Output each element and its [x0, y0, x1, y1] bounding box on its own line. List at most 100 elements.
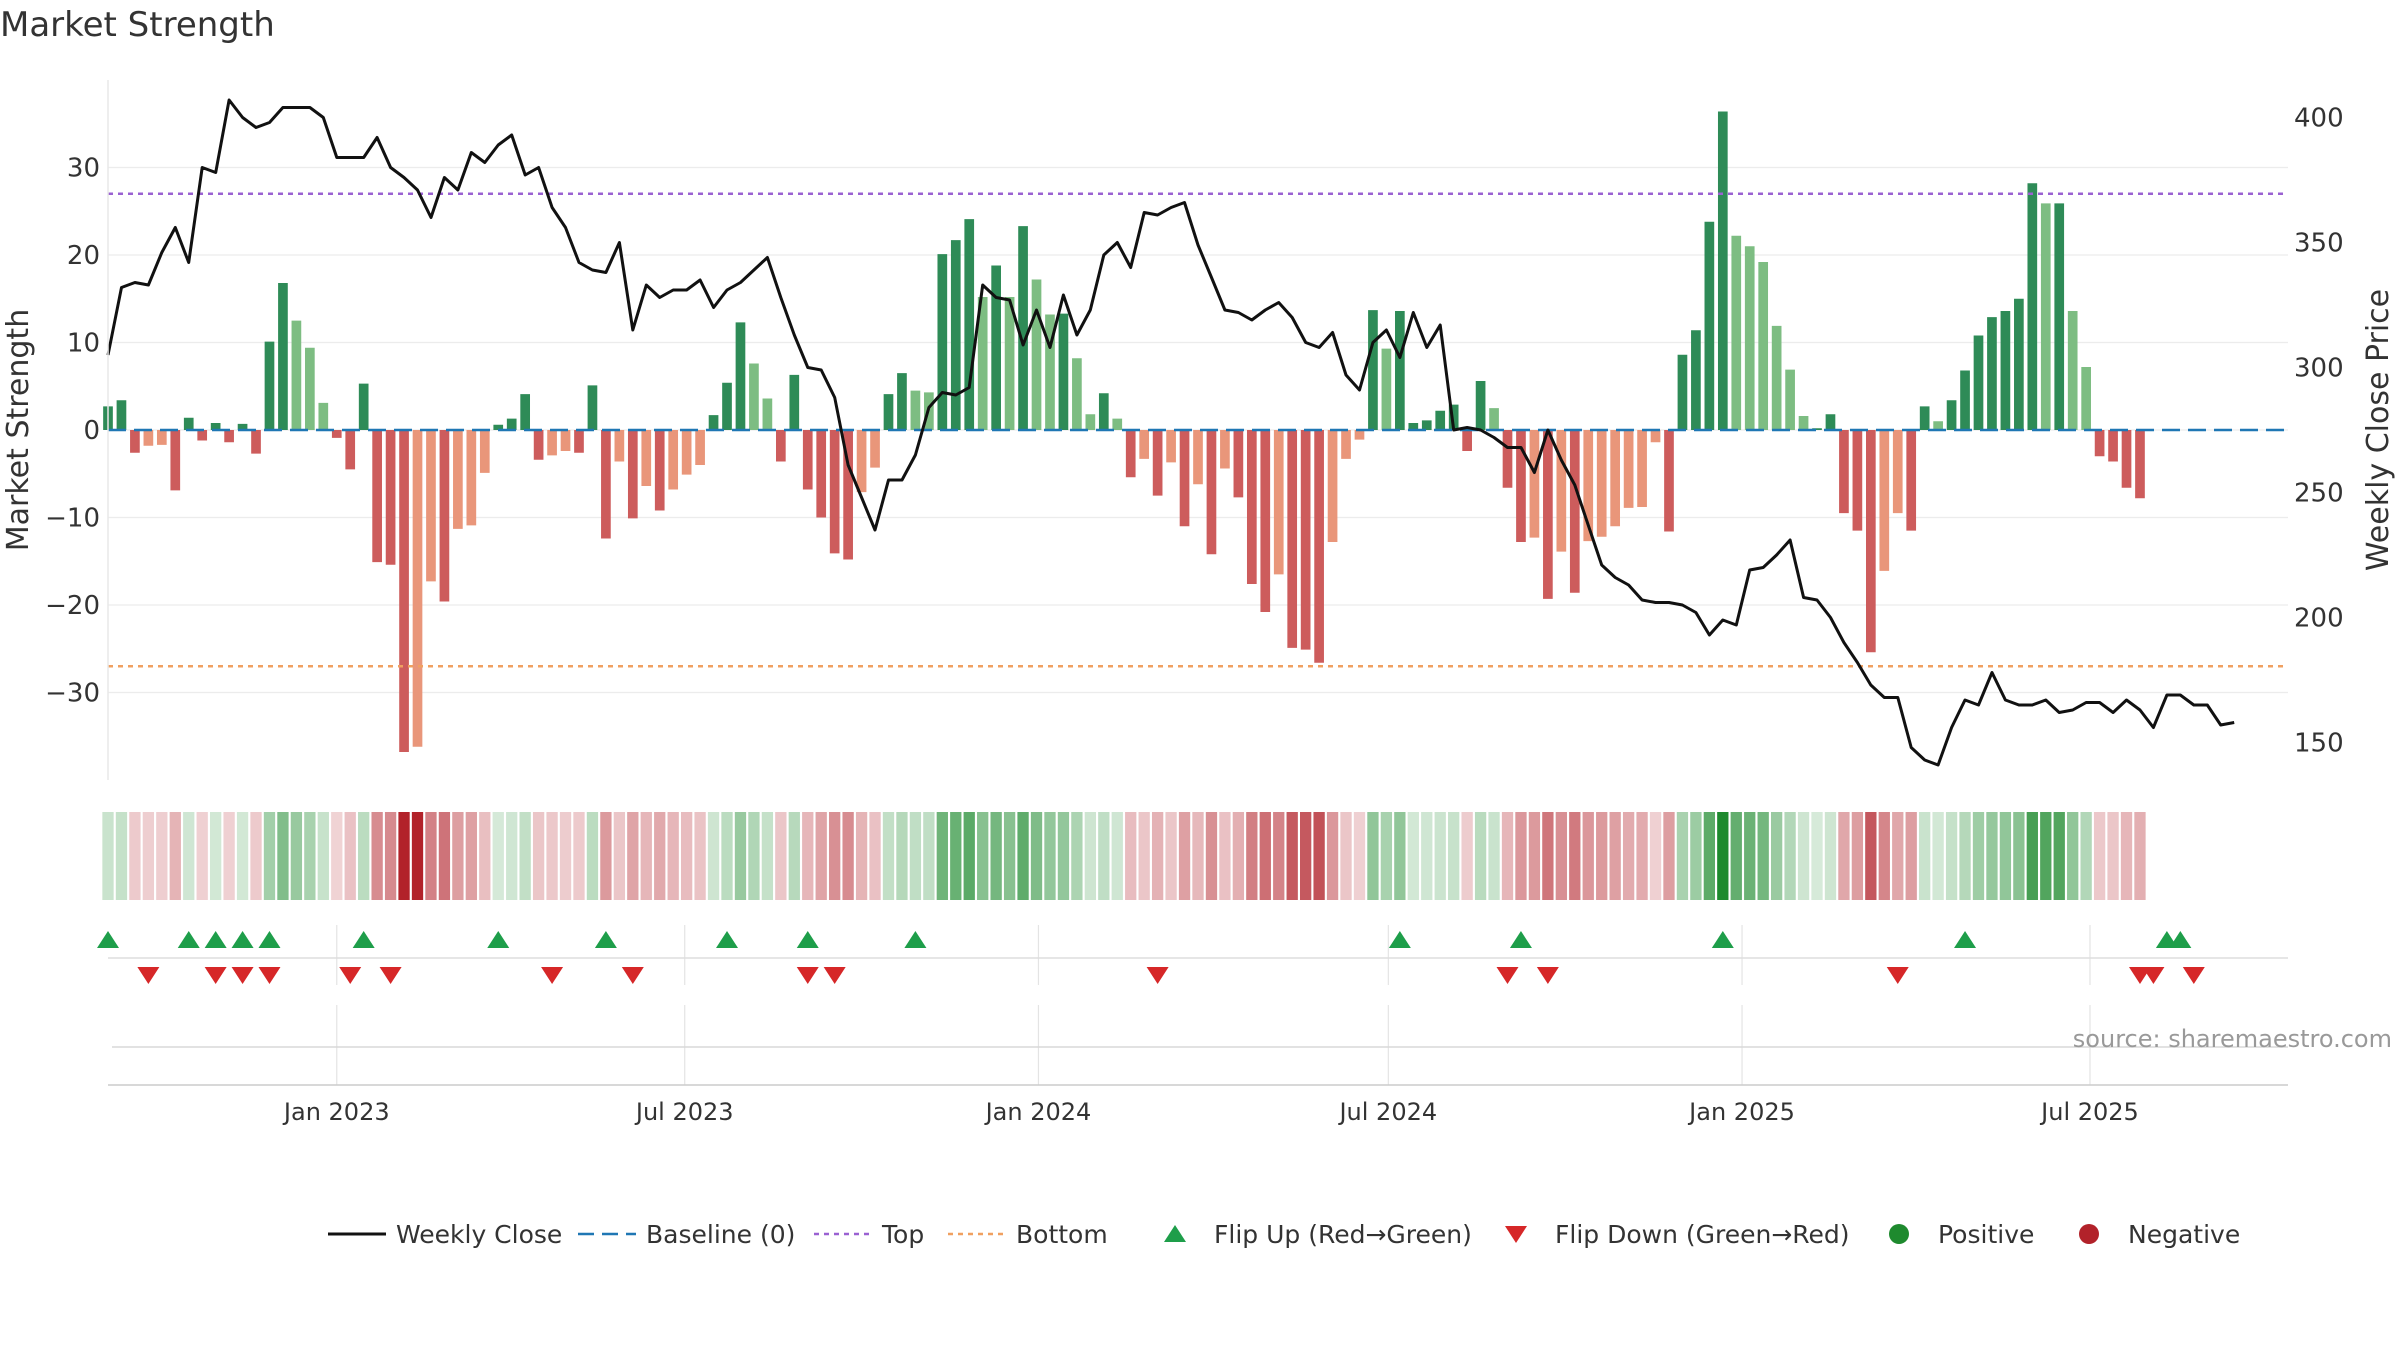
strength-bar	[789, 374, 800, 430]
legend-negative-icon	[2079, 1224, 2099, 1244]
strength-cell	[694, 812, 706, 900]
strength-cell	[263, 812, 276, 900]
strength-bar	[412, 430, 423, 747]
reference-lines	[108, 192, 2288, 668]
strength-cell	[1017, 812, 1029, 900]
strength-bar	[1058, 313, 1069, 430]
flip-up-marker	[231, 931, 254, 948]
flip-up-marker	[1509, 931, 1532, 948]
strength-bar	[668, 430, 679, 490]
strength-bar	[1529, 430, 1540, 538]
strength-cell	[2120, 812, 2133, 900]
strength-cell	[1071, 812, 1083, 900]
strength-bar	[2000, 311, 2011, 430]
legend-label: Negative	[2128, 1220, 2240, 1249]
strength-cell	[1838, 812, 1850, 900]
strength-cell	[384, 812, 397, 900]
strength-bar	[816, 430, 827, 518]
y-tick-label: −30	[45, 679, 100, 709]
strength-cell	[1501, 812, 1514, 900]
price-line-group	[106, 98, 2235, 767]
strength-bar	[197, 430, 208, 441]
strength-cell	[654, 812, 666, 900]
strength-bar	[1489, 408, 1499, 430]
strength-bar	[2121, 430, 2132, 488]
strength-bar	[1758, 262, 1769, 430]
strength-cell	[1178, 812, 1191, 900]
strength-cell	[465, 812, 477, 900]
strength-bar	[762, 398, 773, 430]
strength-bar	[399, 430, 409, 752]
strength-cell	[815, 812, 827, 900]
y-tick-label: 30	[67, 154, 100, 184]
strength-cell	[1125, 812, 1137, 900]
strength-bar	[1583, 430, 1594, 542]
strength-bar	[1004, 297, 1015, 430]
source-label: source: sharemaestro.com	[2073, 1025, 2392, 1053]
strength-bar	[1072, 358, 1082, 430]
flip-up-marker	[1711, 931, 1734, 948]
y-tick-label: −10	[45, 504, 100, 534]
strength-cell	[1192, 812, 1204, 900]
strength-cell	[1111, 812, 1123, 900]
strength-bars	[103, 111, 2145, 752]
strength-bar	[358, 383, 369, 430]
strength-bar	[1475, 381, 1486, 430]
strength-cell	[532, 812, 545, 900]
legend-label: Weekly Close	[396, 1220, 562, 1249]
strength-cell	[2080, 812, 2092, 900]
strength-bar	[1502, 430, 1513, 488]
strength-cell	[129, 812, 141, 900]
strength-bar	[2108, 430, 2118, 462]
strength-bar	[130, 430, 140, 453]
strength-cell	[304, 812, 316, 900]
flip-down-marker	[1496, 967, 1519, 984]
flip-down-marker	[339, 967, 362, 984]
strength-bar	[1650, 430, 1661, 443]
flip-up-marker	[796, 931, 819, 948]
weekly-close-line	[106, 98, 2235, 767]
strength-cell	[977, 812, 989, 900]
strength-cell	[1165, 812, 1177, 900]
strength-cell	[102, 812, 114, 900]
strength-cell	[1744, 812, 1756, 900]
strength-bar	[1166, 430, 1176, 463]
strength-bar	[2040, 203, 2051, 430]
strength-cell	[411, 812, 424, 900]
strength-bar	[910, 390, 921, 430]
strength-cell	[1811, 812, 1823, 900]
strength-bar	[1569, 430, 1580, 593]
strength-cell	[1057, 812, 1070, 900]
strength-bar	[708, 415, 719, 430]
flip-up-marker	[352, 931, 375, 948]
flip-down-marker	[258, 967, 281, 984]
strength-bar	[991, 265, 1001, 430]
flip-down-marker	[231, 967, 254, 984]
strength-cell	[1972, 812, 1985, 900]
strength-cell	[371, 812, 383, 900]
strength-cell	[1528, 812, 1541, 900]
strength-cell	[1865, 812, 1877, 900]
flip-down-marker	[379, 967, 402, 984]
strength-cell	[950, 812, 962, 900]
strength-bar	[305, 347, 315, 430]
strength-cell	[183, 812, 195, 900]
strength-bar	[681, 430, 692, 475]
strength-bar	[520, 394, 531, 430]
strength-cell	[1663, 812, 1675, 900]
strength-bar	[883, 394, 894, 430]
strength-cell	[358, 812, 370, 900]
strength-cell	[1959, 812, 1971, 900]
strength-cell	[1542, 812, 1554, 900]
y2-axis-label: Weekly Close Price	[2361, 289, 2396, 571]
strength-cell	[1717, 812, 1729, 900]
strength-cell	[1596, 812, 1608, 900]
strength-cell	[1259, 812, 1271, 900]
y-tick-label: −20	[45, 591, 100, 621]
strength-cell	[2093, 812, 2106, 900]
strength-bar	[1596, 430, 1607, 537]
strength-cell	[492, 812, 504, 900]
flip-down-marker	[137, 967, 160, 984]
strength-cell	[990, 812, 1002, 900]
